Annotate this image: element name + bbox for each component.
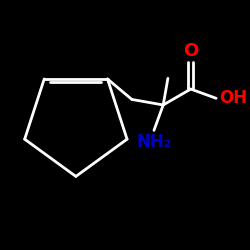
Text: O: O (183, 42, 198, 60)
Text: NH₂: NH₂ (136, 133, 172, 151)
Text: OH: OH (219, 89, 247, 107)
